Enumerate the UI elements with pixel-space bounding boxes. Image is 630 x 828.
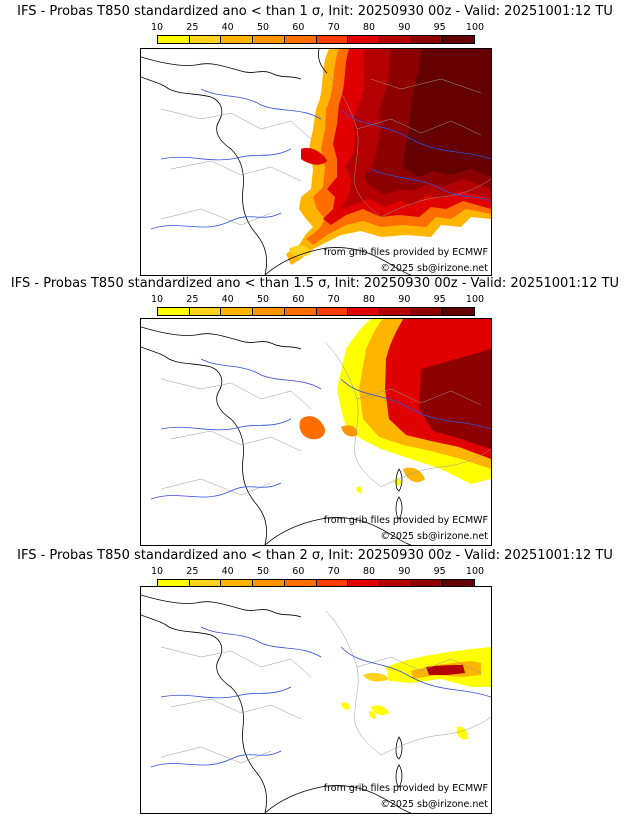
legend-ticks: 10 25 40 50 60 70 80 90 95 100 bbox=[151, 566, 484, 577]
legend-tick-label: 50 bbox=[256, 294, 270, 305]
panel-2: IFS - Probas T850 standardized ano < tha… bbox=[0, 276, 630, 546]
panel-title: IFS - Probas T850 standardized ano < tha… bbox=[17, 548, 613, 563]
legend-tick-label: 40 bbox=[221, 22, 234, 33]
rivers bbox=[150, 626, 491, 768]
legend-tick-label: 40 bbox=[221, 566, 234, 577]
legend-color-swatch bbox=[443, 308, 475, 315]
legend-tick-label: 40 bbox=[221, 294, 234, 305]
legend-color-swatch bbox=[316, 580, 349, 587]
probability-legend: 10 25 40 50 60 70 80 90 95 100 bbox=[151, 294, 484, 317]
legend-tick-label: 80 bbox=[362, 22, 376, 33]
legend-tick-label: 95 bbox=[433, 294, 446, 305]
legend-tick-label: 10 bbox=[150, 566, 164, 577]
legend-color-swatch bbox=[158, 580, 190, 587]
legend-color-swatch bbox=[411, 308, 444, 315]
legend-tick-label: 25 bbox=[186, 22, 199, 33]
legend-color-swatch bbox=[253, 308, 285, 315]
coastlines bbox=[141, 594, 412, 813]
legend-color-swatch bbox=[189, 36, 222, 43]
probability-map: from grib files provided by ECMWF ©2025 … bbox=[140, 586, 492, 814]
legend-color-swatch bbox=[411, 36, 444, 43]
legend-color-swatch bbox=[158, 36, 190, 43]
borders bbox=[160, 72, 491, 226]
legend-color-swatch bbox=[189, 580, 222, 587]
legend-color-swatch bbox=[443, 36, 475, 43]
rivers bbox=[150, 358, 491, 500]
probability-map: from grib files provided by ECMWF ©2025 … bbox=[140, 48, 492, 276]
legend-tick-label: 70 bbox=[327, 566, 340, 577]
legend-color-swatch bbox=[443, 580, 475, 587]
legend-tick-label: 90 bbox=[398, 566, 411, 577]
legend-tick-label: 80 bbox=[362, 566, 376, 577]
legend-color-swatch bbox=[189, 308, 222, 315]
coastlines bbox=[141, 49, 412, 275]
probability-field bbox=[341, 647, 491, 740]
legend-tick-label: 50 bbox=[256, 22, 270, 33]
legend-tick-label: 100 bbox=[465, 22, 485, 33]
coastlines bbox=[141, 326, 412, 545]
legend-color-swatch bbox=[379, 308, 412, 315]
panel-title: IFS - Probas T850 standardized ano < tha… bbox=[17, 4, 613, 19]
legend-tick-label: 90 bbox=[398, 22, 411, 33]
legend-tick-label: 10 bbox=[150, 294, 164, 305]
probability-legend: 10 25 40 50 60 70 80 90 95 100 bbox=[151, 566, 484, 589]
legend-color-swatch bbox=[284, 308, 317, 315]
legend-color-swatch bbox=[348, 580, 380, 587]
legend-color-swatch bbox=[221, 580, 254, 587]
legend-tick-label: 25 bbox=[186, 294, 199, 305]
copyright-notice: ©2025 sb@irizone.net bbox=[380, 263, 488, 274]
legend-tick-label: 80 bbox=[362, 294, 376, 305]
legend-color-swatch bbox=[379, 580, 412, 587]
legend-tick-label: 90 bbox=[398, 294, 411, 305]
legend-color-swatch bbox=[348, 36, 380, 43]
legend-color-swatch bbox=[379, 36, 412, 43]
legend-tick-label: 100 bbox=[465, 294, 485, 305]
legend-tick-label: 100 bbox=[465, 566, 485, 577]
data-credit: from grib files provided by ECMWF bbox=[323, 247, 488, 258]
legend-color-swatch bbox=[221, 36, 254, 43]
legend-colorbar bbox=[157, 35, 475, 44]
legend-tick-label: 50 bbox=[256, 566, 270, 577]
legend-color-swatch bbox=[253, 580, 285, 587]
panel-1: IFS - Probas T850 standardized ano < tha… bbox=[0, 4, 630, 276]
legend-color-swatch bbox=[221, 308, 254, 315]
data-credit: from grib files provided by ECMWF bbox=[323, 515, 488, 526]
legend-color-swatch bbox=[411, 580, 444, 587]
data-credit: from grib files provided by ECMWF bbox=[323, 783, 488, 794]
legend-colorbar bbox=[157, 307, 475, 316]
copyright-notice: ©2025 sb@irizone.net bbox=[380, 531, 488, 542]
probability-map: from grib files provided by ECMWF ©2025 … bbox=[140, 318, 492, 546]
probability-field bbox=[286, 49, 491, 265]
borders bbox=[160, 610, 491, 764]
probability-field bbox=[299, 319, 491, 493]
map-canvas bbox=[141, 319, 491, 545]
legend-tick-label: 60 bbox=[292, 566, 305, 577]
legend-ticks: 10 25 40 50 60 70 80 90 95 100 bbox=[151, 294, 484, 305]
panel-title: IFS - Probas T850 standardized ano < tha… bbox=[10, 276, 620, 291]
probability-legend: 10 25 40 50 60 70 80 90 95 100 bbox=[151, 22, 484, 45]
legend-tick-label: 70 bbox=[327, 22, 340, 33]
map-canvas bbox=[141, 594, 491, 813]
legend-tick-label: 95 bbox=[433, 566, 446, 577]
legend-tick-label: 10 bbox=[150, 22, 164, 33]
legend-color-swatch bbox=[284, 580, 317, 587]
legend-color-swatch bbox=[158, 308, 190, 315]
map-canvas bbox=[141, 49, 491, 275]
legend-color-swatch bbox=[316, 308, 349, 315]
legend-tick-label: 95 bbox=[433, 22, 446, 33]
legend-color-swatch bbox=[284, 36, 317, 43]
legend-tick-label: 25 bbox=[186, 566, 199, 577]
legend-color-swatch bbox=[348, 308, 380, 315]
legend-ticks: 10 25 40 50 60 70 80 90 95 100 bbox=[151, 22, 484, 33]
legend-color-swatch bbox=[253, 36, 285, 43]
rivers bbox=[150, 88, 491, 230]
borders bbox=[160, 342, 491, 496]
panel-3: IFS - Probas T850 standardized ano < tha… bbox=[0, 548, 630, 818]
legend-tick-label: 60 bbox=[292, 294, 305, 305]
copyright-notice: ©2025 sb@irizone.net bbox=[380, 799, 488, 810]
legend-tick-label: 70 bbox=[327, 294, 340, 305]
legend-tick-label: 60 bbox=[292, 22, 305, 33]
legend-color-swatch bbox=[316, 36, 349, 43]
